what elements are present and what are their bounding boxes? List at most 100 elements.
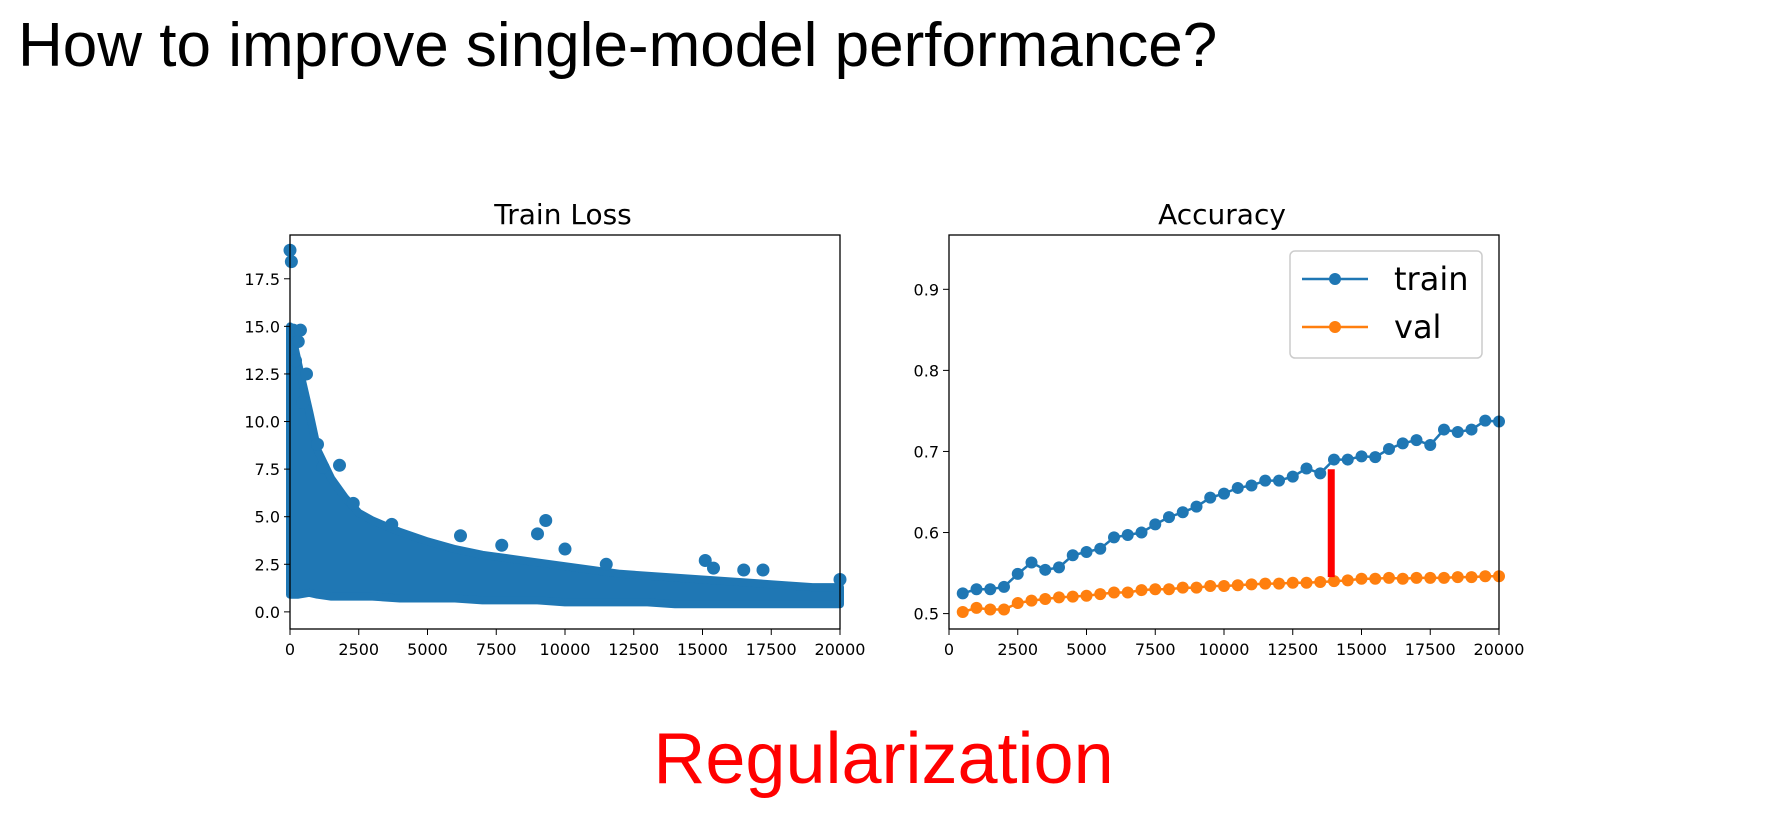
series-point-val [1149, 583, 1162, 596]
series-point-val [1039, 593, 1052, 606]
x-tick-label: 12500 [1267, 640, 1318, 659]
loss-outlier-point [291, 335, 305, 349]
train-loss-chart: Train Loss 0 2500 5000 7500 10000 12500 15000 1… [244, 198, 865, 659]
series-point-val [1451, 571, 1464, 584]
series-point-val [1341, 574, 1354, 587]
series-point-train [1011, 567, 1024, 580]
x-tick-label: 20000 [1474, 640, 1525, 659]
series-point-val [1465, 571, 1478, 584]
y-tick-label: 12.5 [244, 365, 280, 384]
loss-outlier-point [454, 529, 467, 543]
x-tick-label: 12500 [608, 640, 659, 659]
y-tick-label: 15.0 [244, 317, 280, 336]
series-point-train [1218, 487, 1230, 500]
x-tick-label: 20000 [815, 640, 866, 659]
x-tick-label: 0 [944, 640, 954, 659]
series-point-train [956, 587, 969, 600]
series-point-val [1190, 581, 1203, 594]
series-point-train [1396, 437, 1409, 450]
series-point-train [1163, 511, 1175, 524]
loss-outlier-point [756, 563, 770, 577]
loss-point-cloud [286, 322, 844, 609]
loss-outlier-point [495, 538, 509, 552]
series-point-train [1190, 500, 1203, 513]
x-tick-label: 2500 [997, 640, 1038, 659]
series-point-train [1341, 453, 1354, 466]
x-tick-label: 17500 [746, 640, 797, 659]
series-point-val [1369, 572, 1382, 585]
x-tick-label: 10000 [540, 640, 591, 659]
loss-outlier-point [293, 323, 307, 337]
y-tick-label: 10.0 [244, 413, 280, 432]
accuracy-chart: Accuracy 0 2500 5000 7500 10000 12500 15000 175… [914, 198, 1525, 659]
series-point-train [1204, 491, 1217, 504]
loss-outlier-point [531, 527, 544, 541]
series-point-train [1231, 481, 1244, 494]
accuracy-title: Accuracy [1158, 198, 1286, 231]
x-tick-label: 10000 [1199, 640, 1250, 659]
series-point-train [1135, 526, 1148, 539]
slide-title: How to improve single-model performance? [18, 11, 1218, 80]
series-point-val [1231, 579, 1244, 592]
series-point-train [1383, 443, 1395, 456]
x-tick-label: 5000 [1066, 640, 1107, 659]
series-point-train [1025, 556, 1038, 569]
series-point-train [1273, 474, 1285, 487]
series-point-val [998, 603, 1010, 616]
series-point-val [1424, 571, 1437, 584]
series-point-val [1204, 580, 1217, 593]
series-point-val [1355, 572, 1368, 585]
series-point-val [984, 603, 997, 616]
x-tick-label: 17500 [1405, 640, 1456, 659]
legend-train-label: train [1394, 260, 1468, 298]
series-point-val [1383, 571, 1395, 584]
series-point-train [984, 583, 997, 596]
series-point-val [1259, 577, 1272, 590]
y-tick-label: 0.9 [914, 280, 939, 299]
series-point-val [1108, 586, 1120, 599]
x-tick-label: 15000 [677, 640, 728, 659]
y-tick-label: 7.5 [255, 460, 280, 479]
series-point-val [1314, 575, 1327, 588]
series-point-val [1025, 594, 1038, 607]
loss-outlier-point [539, 514, 553, 528]
series-point-train [1259, 474, 1272, 487]
series-point-train [1369, 451, 1382, 464]
x-tick-label: 7500 [476, 640, 517, 659]
loss-outlier-point [289, 354, 302, 368]
legend-val-label: val [1394, 308, 1441, 346]
series-point-train [1410, 434, 1423, 447]
y-tick-label: 0.6 [914, 524, 939, 543]
series-point-val [1438, 571, 1450, 584]
x-tick-label: 15000 [1336, 640, 1387, 659]
series-point-train [1479, 414, 1492, 427]
legend-val-marker [1329, 321, 1341, 333]
y-tick-label: 0.7 [914, 442, 939, 461]
loss-outlier-point [284, 255, 298, 269]
loss-outlier-point [300, 367, 313, 381]
series-point-train [1121, 528, 1134, 541]
series-point-train [1245, 479, 1258, 492]
y-tick-label: 2.5 [255, 555, 280, 574]
series-point-train [1066, 549, 1079, 562]
series-point-val [1328, 575, 1340, 588]
x-tick-label: 5000 [407, 640, 448, 659]
series-point-val [1410, 571, 1423, 584]
series-point-val [970, 601, 983, 614]
legend-train-marker [1329, 273, 1341, 285]
series-point-val [956, 605, 969, 618]
series-point-val [1245, 578, 1258, 591]
series-point-val [1011, 597, 1024, 610]
series-point-val [1094, 588, 1107, 601]
series-point-train [1300, 462, 1313, 475]
series-point-train [1355, 450, 1368, 463]
series-point-val [1479, 570, 1492, 583]
series-point-val [1066, 590, 1079, 603]
y-tick-label: 17.5 [244, 270, 280, 289]
series-point-train [970, 583, 983, 596]
x-tick-label: 0 [285, 640, 295, 659]
series-point-train [1328, 453, 1340, 466]
series-point-train [1424, 438, 1437, 451]
series-line-val [962, 575, 1499, 614]
